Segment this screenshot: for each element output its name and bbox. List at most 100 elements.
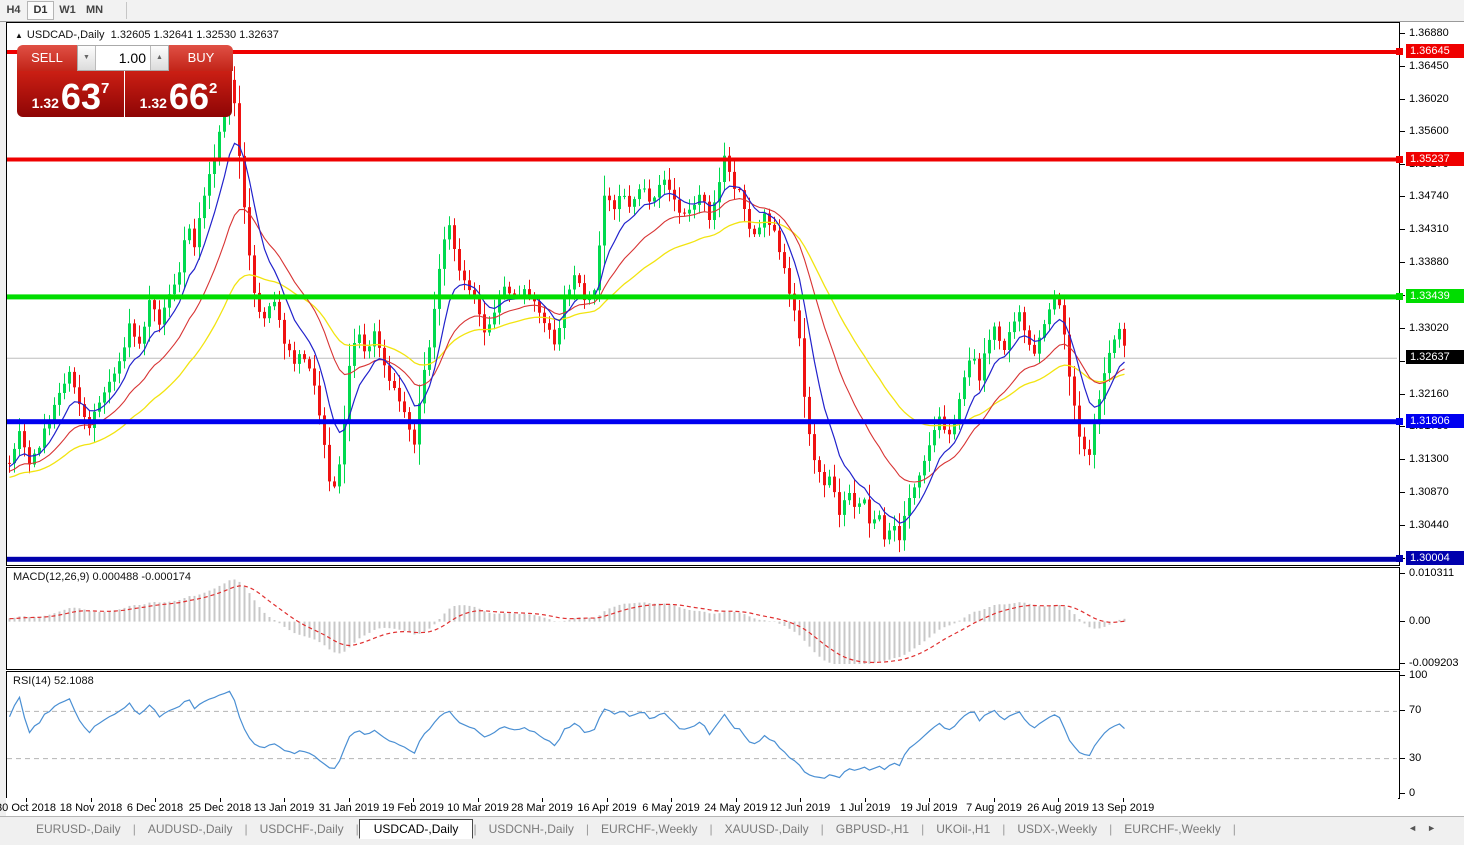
- price-tick-label: 1.35600: [1409, 125, 1449, 137]
- price-tick-mark: [1400, 426, 1405, 427]
- macd-tick-mark: [1400, 621, 1405, 622]
- date-tick-mark: [91, 798, 92, 802]
- collapse-arrow-icon[interactable]: ▲: [15, 31, 23, 40]
- level-axis-marker-icon: [1396, 418, 1403, 425]
- price-tick-label: 1.36450: [1409, 60, 1449, 72]
- rsi-label: RSI(14) 52.1088: [13, 675, 94, 687]
- date-tick-label: 13 Jan 2019: [253, 802, 315, 814]
- price-tick-mark: [1400, 492, 1405, 493]
- timeframe-button-d1[interactable]: D1: [27, 1, 54, 20]
- date-tick-label: 12 Jun 2019: [769, 802, 831, 814]
- volume-input[interactable]: 1.00: [118, 50, 146, 66]
- date-tick-mark: [671, 798, 672, 802]
- tab-separator: |: [585, 822, 590, 836]
- chart-tab-eurusd-daily[interactable]: EURUSD-,Daily: [36, 822, 121, 836]
- rsi-tick-mark: [1400, 793, 1405, 794]
- tab-separator: |: [921, 822, 925, 836]
- price-tick-mark: [1400, 33, 1405, 34]
- date-tick-mark: [800, 798, 801, 802]
- macd-tick-mark: [1400, 663, 1405, 664]
- date-tick-label: 10 Mar 2019: [447, 802, 509, 814]
- tab-separator: |: [244, 822, 248, 836]
- one-click-trading-widget: SELL ▼ 1.00 ▲ BUY 1.32 63 7 1.32 66 2: [17, 45, 233, 117]
- chart-ohlc-values: 1.32605 1.32641 1.32530 1.32637: [110, 29, 279, 41]
- price-tick-mark: [1400, 361, 1405, 362]
- chart-tab-bar: EURUSD-,Daily | AUDUSD-,Daily | USDCHF-,Dail…: [0, 816, 1464, 845]
- date-tick-label: 25 Dec 2018: [188, 802, 252, 814]
- date-axis[interactable]: 30 Oct 2018 18 Nov 2018 6 Dec 2018 25 Dec 2…: [0, 798, 1398, 816]
- chart-tab-eurchf-weekly[interactable]: EURCHF-,Weekly: [1124, 822, 1221, 836]
- price-tick-label: 1.36880: [1409, 27, 1449, 39]
- date-tick-mark: [865, 798, 866, 802]
- tab-separator: |: [355, 822, 359, 836]
- date-tick-mark: [736, 798, 737, 802]
- rsi-chart: [7, 690, 1397, 779]
- buy-price-tile[interactable]: 1.32 66 2: [125, 71, 232, 117]
- sell-price-base: 1.32: [31, 95, 59, 111]
- date-tick-mark: [929, 798, 930, 802]
- date-tick-label: 6 May 2019: [642, 802, 700, 814]
- date-tick-mark: [994, 798, 995, 802]
- sell-button[interactable]: SELL: [17, 45, 77, 71]
- chart-title: ▲ USDCAD-,Daily 1.32605 1.32641 1.32530 1…: [15, 29, 279, 41]
- tab-separator: |: [709, 822, 713, 836]
- date-tick-mark: [220, 798, 221, 802]
- date-tick-label: 19 Jul 2019: [900, 802, 958, 814]
- timeframe-button-mn[interactable]: MN: [85, 4, 104, 16]
- sell-price-sup: 7: [100, 80, 110, 97]
- chart-tab-xauusd-daily[interactable]: XAUUSD-,Daily: [724, 822, 809, 836]
- rsi-axis-label: 100: [1409, 669, 1428, 681]
- date-tick-label: 19 Feb 2019: [382, 802, 444, 814]
- level-axis-marker-icon: [1396, 293, 1403, 300]
- rsi-axis-label: 30: [1409, 752, 1422, 764]
- chart-tab-ukoil-h1[interactable]: UKOil-,H1: [936, 822, 991, 836]
- price-tick-label: 1.33020: [1409, 322, 1449, 334]
- chart-symbol-label: USDCAD-,Daily: [26, 29, 105, 41]
- timeframe-button-h4[interactable]: H4: [6, 4, 21, 16]
- volume-increase-button[interactable]: ▲: [150, 46, 168, 70]
- chart-tab-gbpusd-h1[interactable]: GBPUSD-,H1: [835, 822, 910, 836]
- price-tick-mark: [1400, 394, 1405, 395]
- price-tick-label: 1.36020: [1409, 93, 1449, 105]
- tab-scroll-left-icon[interactable]: ◄: [1408, 823, 1428, 833]
- price-tick-mark: [1400, 196, 1405, 197]
- macd-axis-label: -0.009203: [1409, 657, 1459, 669]
- price-tick-mark: [1400, 459, 1405, 460]
- date-tick-label: 13 Sep 2019: [1091, 802, 1155, 814]
- date-tick-label: 16 Apr 2019: [577, 802, 637, 814]
- chart-tab-audusd-daily[interactable]: AUDUSD-,Daily: [147, 822, 233, 836]
- chart-tab-usdcnh-daily[interactable]: USDCNH-,Daily: [488, 822, 574, 836]
- chart-tab-usdx-weekly[interactable]: USDX-,Weekly: [1017, 822, 1098, 836]
- chart-window: ▲ USDCAD-,Daily 1.32605 1.32641 1.32530 1…: [0, 22, 1464, 816]
- date-tick-label: 7 Aug 2019: [966, 802, 1022, 814]
- macd-label: MACD(12,26,9) 0.000488 -0.000174: [13, 571, 191, 583]
- chart-tab-usdcad-daily[interactable]: USDCAD-,Daily: [358, 819, 474, 839]
- date-tick-mark: [284, 798, 285, 802]
- level-price-box: 1.33439: [1406, 289, 1464, 303]
- chart-tab-eurchf-weekly[interactable]: EURCHF-,Weekly: [601, 822, 698, 836]
- timeframe-button-w1[interactable]: W1: [59, 4, 76, 16]
- sell-price-big: 63: [60, 76, 101, 117]
- tab-scroll-arrows[interactable]: ◄►: [1408, 823, 1446, 833]
- buy-button[interactable]: BUY: [169, 45, 233, 71]
- price-tick-label: 1.34310: [1409, 223, 1449, 235]
- macd-indicator-panel[interactable]: MACD(12,26,9) 0.000488 -0.000174: [6, 567, 1400, 670]
- date-tick-mark: [1123, 798, 1124, 802]
- price-tick-mark: [1400, 66, 1405, 67]
- volume-decrease-button[interactable]: ▼: [78, 46, 96, 70]
- date-tick-label: 30 Oct 2018: [0, 802, 56, 814]
- chart-tab-usdchf-daily[interactable]: USDCHF-,Daily: [259, 822, 344, 836]
- rsi-indicator-panel[interactable]: RSI(14) 52.1088: [6, 671, 1400, 799]
- date-tick-label: 1 Jul 2019: [839, 802, 891, 814]
- price-axis[interactable]: 1.368801.364501.360201.356001.351701.347…: [1396, 22, 1464, 799]
- sell-price-tile[interactable]: 1.32 63 7: [17, 71, 124, 117]
- timeframe-toolbar: H4 D1 W1 MN: [0, 0, 1464, 22]
- volume-spinner: ▼ 1.00 ▲: [77, 45, 169, 71]
- price-chart-panel[interactable]: ▲ USDCAD-,Daily 1.32605 1.32641 1.32530 1…: [6, 22, 1400, 566]
- date-tick-label: 26 Aug 2019: [1027, 802, 1089, 814]
- candlestick-chart: [7, 50, 1397, 562]
- tab-scroll-right-icon[interactable]: ►: [1427, 823, 1446, 833]
- buy-price-big: 66: [168, 76, 209, 117]
- tab-separator: |: [132, 822, 136, 836]
